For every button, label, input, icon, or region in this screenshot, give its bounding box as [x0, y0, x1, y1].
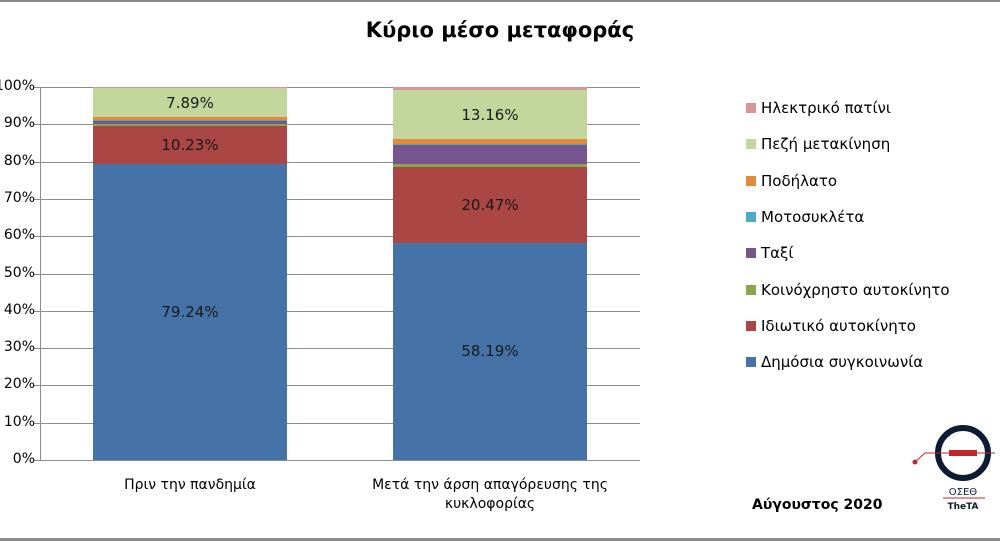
legend-item: Ταξί	[746, 235, 950, 271]
data-label: 13.16%	[461, 105, 519, 124]
tick-mark	[34, 460, 40, 461]
legend-label: Ηλεκτρικό πατίνι	[761, 99, 891, 118]
gridline	[34, 273, 640, 275]
legend-swatch-icon	[746, 175, 756, 186]
frame-top-border	[0, 0, 1000, 2]
y-tick-label: 20%	[3, 376, 35, 393]
data-label: 10.23%	[161, 136, 219, 155]
bar-segment: 58.19%	[393, 242, 587, 460]
gridline	[34, 161, 640, 163]
legend-item: Ιδιωτικό αυτοκίνητο	[746, 308, 950, 344]
x-label-after: Μετά την άρση απαγόρευσης της κυκλοφορία…	[372, 477, 608, 512]
bar-before: 79.24% 10.23% 7.89%	[93, 87, 287, 460]
gridline	[34, 385, 640, 387]
legend-label: Πεζή μετακίνηση	[761, 135, 891, 154]
legend-swatch-icon	[746, 248, 756, 259]
gridline	[34, 87, 640, 88]
legend-label: Ιδιωτικό αυτοκίνητο	[761, 316, 916, 335]
legend-item: Κοινόχρηστο αυτοκίνητο	[746, 271, 950, 307]
gridline	[34, 422, 640, 424]
y-tick-label: 90%	[3, 115, 35, 132]
chart-title: Κύριο μέσο μεταφοράς	[365, 18, 635, 42]
y-tick-label: 50%	[3, 264, 35, 281]
legend-swatch-icon	[746, 212, 756, 223]
y-tick-label: 40%	[3, 301, 35, 318]
bar-segment	[93, 120, 287, 125]
bar-segment: 13.16%	[393, 90, 587, 140]
legend-label: Δημόσια συγκοινωνία	[761, 353, 924, 372]
legend-swatch-icon	[746, 284, 756, 295]
legend-item: Μοτοσυκλέτα	[746, 199, 950, 235]
y-tick-label: 0%	[12, 451, 35, 467]
y-tick-label: 10%	[3, 413, 35, 430]
legend-item: Ποδήλατο	[746, 163, 950, 199]
svg-text:ΟΣΕΘ: ΟΣΕΘ	[949, 487, 978, 498]
gridline	[34, 236, 640, 238]
data-label: 58.19%	[461, 342, 519, 361]
y-tick-label: 70%	[3, 189, 35, 206]
bar-segment	[393, 139, 587, 145]
date-label: Αύγουστος 2020	[752, 497, 883, 513]
bar-segment: 7.89%	[93, 87, 287, 118]
gridline	[34, 198, 640, 200]
gridline	[34, 124, 640, 126]
legend-item: Πεζή μετακίνηση	[746, 126, 950, 162]
legend-item: Δημόσια συγκοινωνία	[746, 344, 950, 380]
legend-swatch-icon	[746, 103, 756, 114]
gridline	[34, 348, 640, 350]
bar-segment	[393, 86, 587, 91]
y-tick-label: 100%	[0, 78, 35, 94]
x-label-before: Πριν την πανδημία	[124, 477, 256, 493]
data-label: 79.24%	[161, 303, 219, 322]
bar-segment: 10.23%	[93, 126, 287, 165]
legend-swatch-icon	[746, 139, 756, 150]
legend-label: Κοινόχρηστο αυτοκίνητο	[761, 280, 950, 299]
svg-text:TheTA: TheTA	[947, 502, 978, 512]
bar-segment	[93, 119, 287, 121]
bar-segment	[393, 144, 587, 146]
oseth-logo: ΟΣΕΘ TheTA	[905, 425, 1000, 520]
bar-segment	[393, 163, 587, 167]
legend-swatch-icon	[746, 357, 756, 368]
data-label: 7.89%	[166, 93, 214, 112]
y-tick-label: 60%	[3, 227, 35, 244]
bar-segment	[93, 124, 287, 127]
data-label: 20.47%	[461, 195, 519, 214]
legend-label: Ποδήλατο	[761, 171, 838, 190]
legend-label: Μοτοσυκλέτα	[761, 208, 865, 227]
legend-swatch-icon	[746, 320, 756, 331]
x-axis	[40, 460, 640, 461]
y-tick-label: 30%	[3, 339, 35, 356]
bar-segment	[393, 145, 587, 164]
plot-area: 0% 10% 20% 30% 40% 50% 60% 70% 80% 90% 100% 79.24% 1…	[0, 78, 640, 467]
bar-segment: 79.24%	[93, 164, 287, 460]
bar-segment	[93, 117, 287, 120]
bar-segment	[93, 87, 287, 88]
gridline	[34, 310, 640, 312]
bar-after: 58.19% 20.47% 13.16%	[393, 86, 587, 460]
legend-item: Ηλεκτρικό πατίνι	[746, 90, 950, 126]
y-tick-label: 80%	[3, 152, 35, 169]
legend: Ηλεκτρικό πατίνι Πεζή μετακίνηση Ποδήλατο Μ…	[746, 90, 950, 380]
legend-label: Ταξί	[761, 244, 794, 263]
bar-segment: 20.47%	[393, 166, 587, 243]
frame-bottom-border	[0, 538, 1000, 541]
